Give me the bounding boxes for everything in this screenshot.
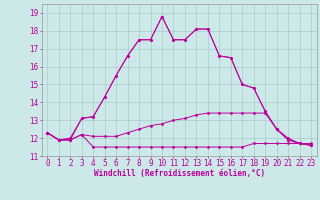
X-axis label: Windchill (Refroidissement éolien,°C): Windchill (Refroidissement éolien,°C) [94,169,265,178]
